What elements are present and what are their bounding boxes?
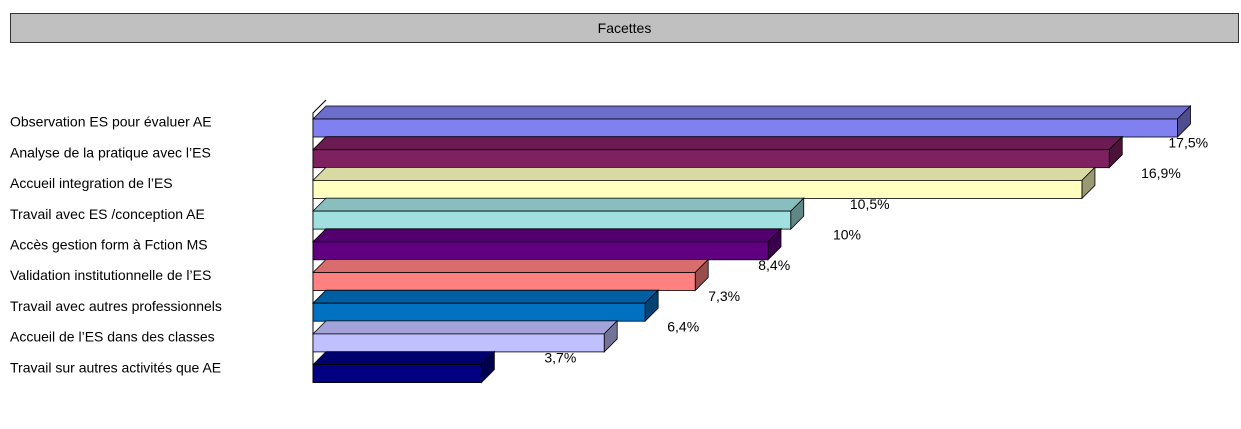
category-label: Accès gestion form à Fction MS [10,237,208,253]
bar [312,302,646,322]
bar [312,210,792,230]
category-label: Travail avec ES /conception AE [10,206,205,222]
bar-top-face [312,259,710,273]
bar [312,179,1083,199]
bar-top-face [312,166,1096,181]
category-label: Validation institutionnelle de l’ES [10,267,211,283]
bar [312,364,482,384]
data-label: 17,5% [1168,134,1208,150]
category-label: Analyse de la pratique avec l’ES [10,144,211,160]
bar-top-face [312,105,1192,120]
bar [312,241,769,261]
data-label: 10,5% [850,196,890,212]
category-label: Accueil de l’ES dans des classes [10,329,215,345]
bar [312,118,1178,138]
bar-top-face [312,136,1124,151]
bar-top-face [312,351,496,366]
bar-top-face [312,320,619,335]
value-axis-line [312,99,327,383]
bar [312,272,696,291]
category-label: Accueil integration de l’ES [10,175,173,191]
data-label: 10% [833,227,861,243]
data-label: 6,4% [667,319,699,335]
chart-header: Facettes [10,13,1239,43]
data-label: 8,4% [758,257,790,273]
bar [312,149,1110,169]
data-label: 3,7% [544,349,576,365]
data-label: 16,9% [1141,165,1181,181]
category-label: Travail sur autres activités que AE [10,359,221,375]
bar-top-face [312,289,660,304]
chart-title: Facettes [597,20,652,36]
bar-top-face [312,197,805,212]
category-label: Travail avec autres professionnels [10,298,222,314]
category-label: Observation ES pour évaluer AE [10,114,212,130]
bar-top-face [312,228,782,243]
data-label: 7,3% [708,288,740,304]
